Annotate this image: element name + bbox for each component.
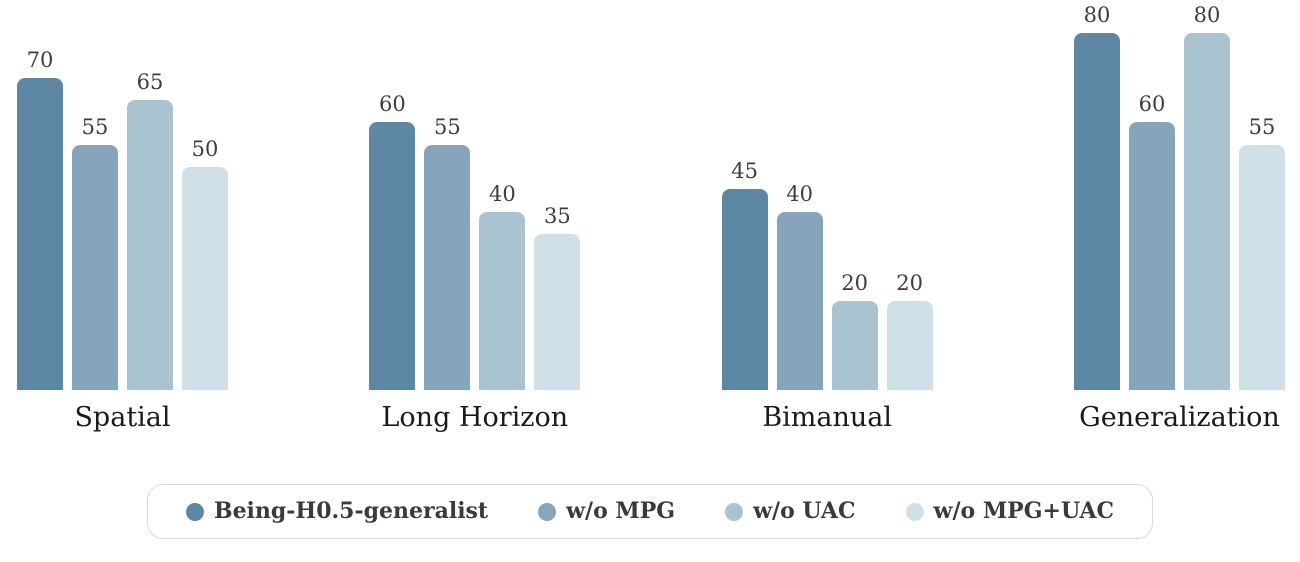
bar-row: 80 60 80 55 — [1073, 0, 1285, 390]
bar-group-spatial: 70 55 65 50 Spatial — [17, 0, 228, 434]
bar-cell: 55 — [72, 114, 118, 390]
legend-swatch-icon — [538, 502, 557, 521]
bar-being-h0-5-generalist — [369, 122, 416, 390]
bar-cell: 35 — [534, 203, 581, 390]
bar-value-label: 60 — [378, 92, 406, 117]
bar-being-h0-5-generalist — [17, 77, 63, 390]
bar-value-label: 70 — [26, 47, 54, 72]
bar-w-o-mpg — [72, 144, 118, 390]
legend-label: w/o MPG+UAC — [933, 498, 1115, 525]
bar-value-label: 80 — [1193, 3, 1221, 28]
bar-w-o-mpg-uac — [182, 167, 228, 390]
bar-w-o-mpg — [776, 211, 823, 390]
bar-cell: 50 — [182, 139, 228, 390]
bar-cell: 60 — [1128, 92, 1175, 390]
bar-value-label: 20 — [841, 270, 869, 295]
bar-value-label: 35 — [543, 203, 571, 228]
bar-value-label: 40 — [786, 181, 814, 206]
bar-w-o-mpg — [424, 144, 471, 390]
bar-value-label: 50 — [191, 137, 219, 161]
bar-w-o-mpg-uac — [886, 300, 933, 390]
category-label: Bimanual — [762, 402, 892, 433]
bar-cell: 55 — [1238, 114, 1285, 390]
bar-row: 60 55 40 35 — [369, 0, 581, 390]
bar-being-h0-5-generalist — [721, 189, 768, 390]
bar-w-o-mpg-uac — [534, 233, 581, 390]
bar-cell: 20 — [886, 270, 933, 390]
bar-w-o-mpg — [1128, 122, 1175, 390]
bar-cell: 80 — [1183, 3, 1230, 390]
bar-group-long-horizon: 60 55 40 35 Long Horizon — [369, 0, 581, 434]
bar-cell: 20 — [831, 270, 878, 390]
legend-label: w/o MPG — [566, 498, 676, 525]
bar-value-label: 40 — [488, 181, 516, 206]
legend: Being-H0.5-generalist w/o MPG w/o UAC w/… — [146, 484, 1154, 539]
bar-cell: 45 — [721, 159, 768, 390]
bar-row: 45 40 20 20 — [721, 0, 933, 390]
bar-row: 70 55 65 50 — [17, 0, 228, 390]
bar-cell: 70 — [17, 47, 63, 390]
bar-cell: 40 — [479, 181, 526, 390]
category-label: Long Horizon — [381, 402, 569, 433]
bar-w-o-mpg-uac — [1238, 144, 1285, 390]
bar-value-label: 80 — [1083, 3, 1111, 28]
bar-cell: 80 — [1073, 3, 1120, 390]
legend-item-wo-mpg-uac: w/o MPG+UAC — [905, 498, 1115, 525]
bar-w-o-uac — [479, 211, 526, 390]
legend-item-wo-uac: w/o UAC — [725, 498, 856, 525]
bar-cell: 40 — [776, 181, 823, 390]
legend-item-being-h05-generalist: Being-H0.5-generalist — [185, 498, 489, 525]
category-label: Generalization — [1079, 402, 1280, 433]
legend-item-wo-mpg: w/o MPG — [538, 498, 675, 524]
legend-swatch-icon — [725, 502, 744, 521]
bar-value-label: 55 — [1248, 114, 1276, 139]
bar-w-o-uac — [1183, 33, 1230, 390]
bar-value-label: 45 — [731, 159, 759, 184]
legend-swatch-icon — [185, 502, 204, 521]
bar-value-label: 60 — [1138, 92, 1166, 117]
bar-cell: 65 — [127, 72, 173, 390]
bar-group-generalization: 80 60 80 55 Generalization — [1073, 0, 1285, 434]
bar-cell: 55 — [424, 114, 471, 390]
bar-group-bimanual: 45 40 20 20 Bimanual — [721, 0, 933, 434]
bar-being-h0-5-generalist — [1073, 33, 1120, 390]
legend-swatch-icon — [905, 502, 924, 521]
bar-value-label: 55 — [433, 114, 461, 139]
legend-label: Being-H0.5-generalist — [213, 498, 489, 525]
bar-value-label: 65 — [136, 70, 164, 95]
bar-value-label: 55 — [81, 114, 109, 139]
bar-w-o-uac — [127, 100, 173, 390]
bar-w-o-uac — [831, 300, 878, 390]
legend-label: w/o UAC — [753, 498, 856, 525]
category-label: Spatial — [74, 402, 171, 433]
bar-value-label: 20 — [896, 270, 924, 295]
bar-cell: 60 — [369, 92, 416, 390]
grouped-bar-chart: 70 55 65 50 Spatial 60 55 40 35 Long Horizon 45 40 2… — [17, 0, 1285, 434]
